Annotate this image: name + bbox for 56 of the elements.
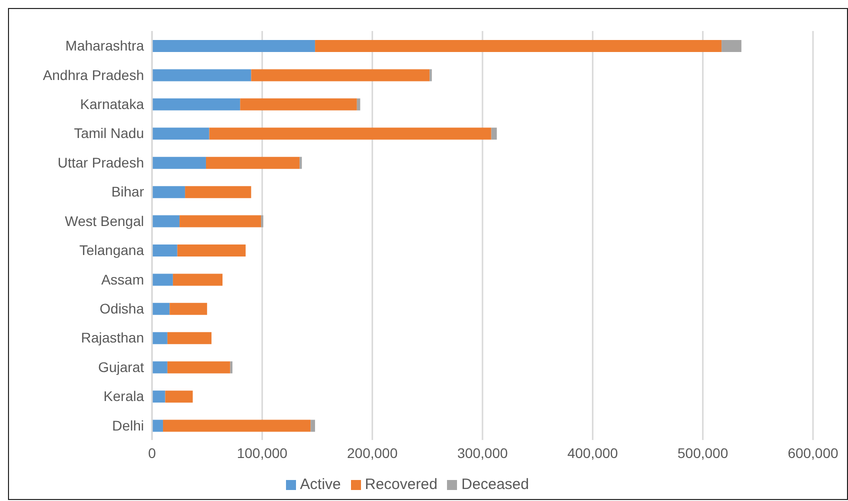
x-tick-label: 200,000 [347, 444, 398, 461]
y-tick-label: Telangana [79, 242, 144, 258]
y-tick-label: Kerala [104, 388, 144, 404]
bar [315, 40, 722, 52]
legend-label: Recovered [364, 476, 438, 493]
bar [152, 128, 210, 140]
bar [152, 69, 252, 82]
x-tick-label: 500,000 [678, 444, 728, 461]
x-tick-label: 400,000 [567, 444, 618, 461]
bar [152, 244, 178, 256]
legend-label: Active [300, 476, 341, 493]
bar [172, 274, 223, 286]
x-tick-label: 0 [148, 444, 156, 461]
bar [152, 332, 168, 344]
bar [165, 390, 193, 403]
bar [356, 98, 360, 110]
bar [209, 128, 492, 140]
bar [167, 332, 212, 344]
y-tick-label: Delhi [112, 417, 144, 434]
y-tick-label: Rajasthan [80, 330, 144, 346]
bar [152, 420, 164, 432]
bar [206, 156, 300, 169]
bar [152, 156, 206, 169]
bar [152, 186, 186, 198]
bar [310, 420, 316, 432]
bar [152, 390, 166, 403]
bar [163, 420, 311, 432]
x-tick-label: 100,000 [236, 444, 288, 461]
bar [152, 274, 173, 286]
bar [185, 186, 252, 198]
y-tick-label: Maharashtra [65, 38, 144, 54]
y-tick-label: Tamil Nadu [74, 125, 144, 142]
y-tick-label: Andhra Pradesh [42, 66, 144, 83]
x-tick-label: 300,000 [457, 444, 508, 461]
legend-label: Deceased [461, 476, 529, 493]
bar [240, 98, 357, 110]
bar [251, 69, 430, 82]
bar [152, 40, 316, 52]
bar [722, 40, 742, 52]
y-tick-label: Odisha [100, 300, 144, 317]
y-tick-label: West Bengal [64, 212, 144, 229]
bar [152, 215, 180, 228]
bar [152, 98, 240, 110]
bar [167, 361, 230, 374]
bar [170, 302, 208, 315]
bar [152, 361, 168, 374]
y-tick-label: Uttar Pradesh [58, 154, 144, 170]
bar [177, 244, 246, 256]
y-tick-label: Gujarat [98, 358, 144, 375]
x-tick-label: 600,000 [788, 444, 839, 461]
bar [491, 128, 497, 140]
y-tick-label: Karnataka [80, 96, 144, 112]
y-tick-label: Assam [101, 271, 144, 288]
bar [152, 302, 170, 315]
y-tick-label: Bihar [111, 184, 144, 200]
bar [180, 215, 262, 228]
